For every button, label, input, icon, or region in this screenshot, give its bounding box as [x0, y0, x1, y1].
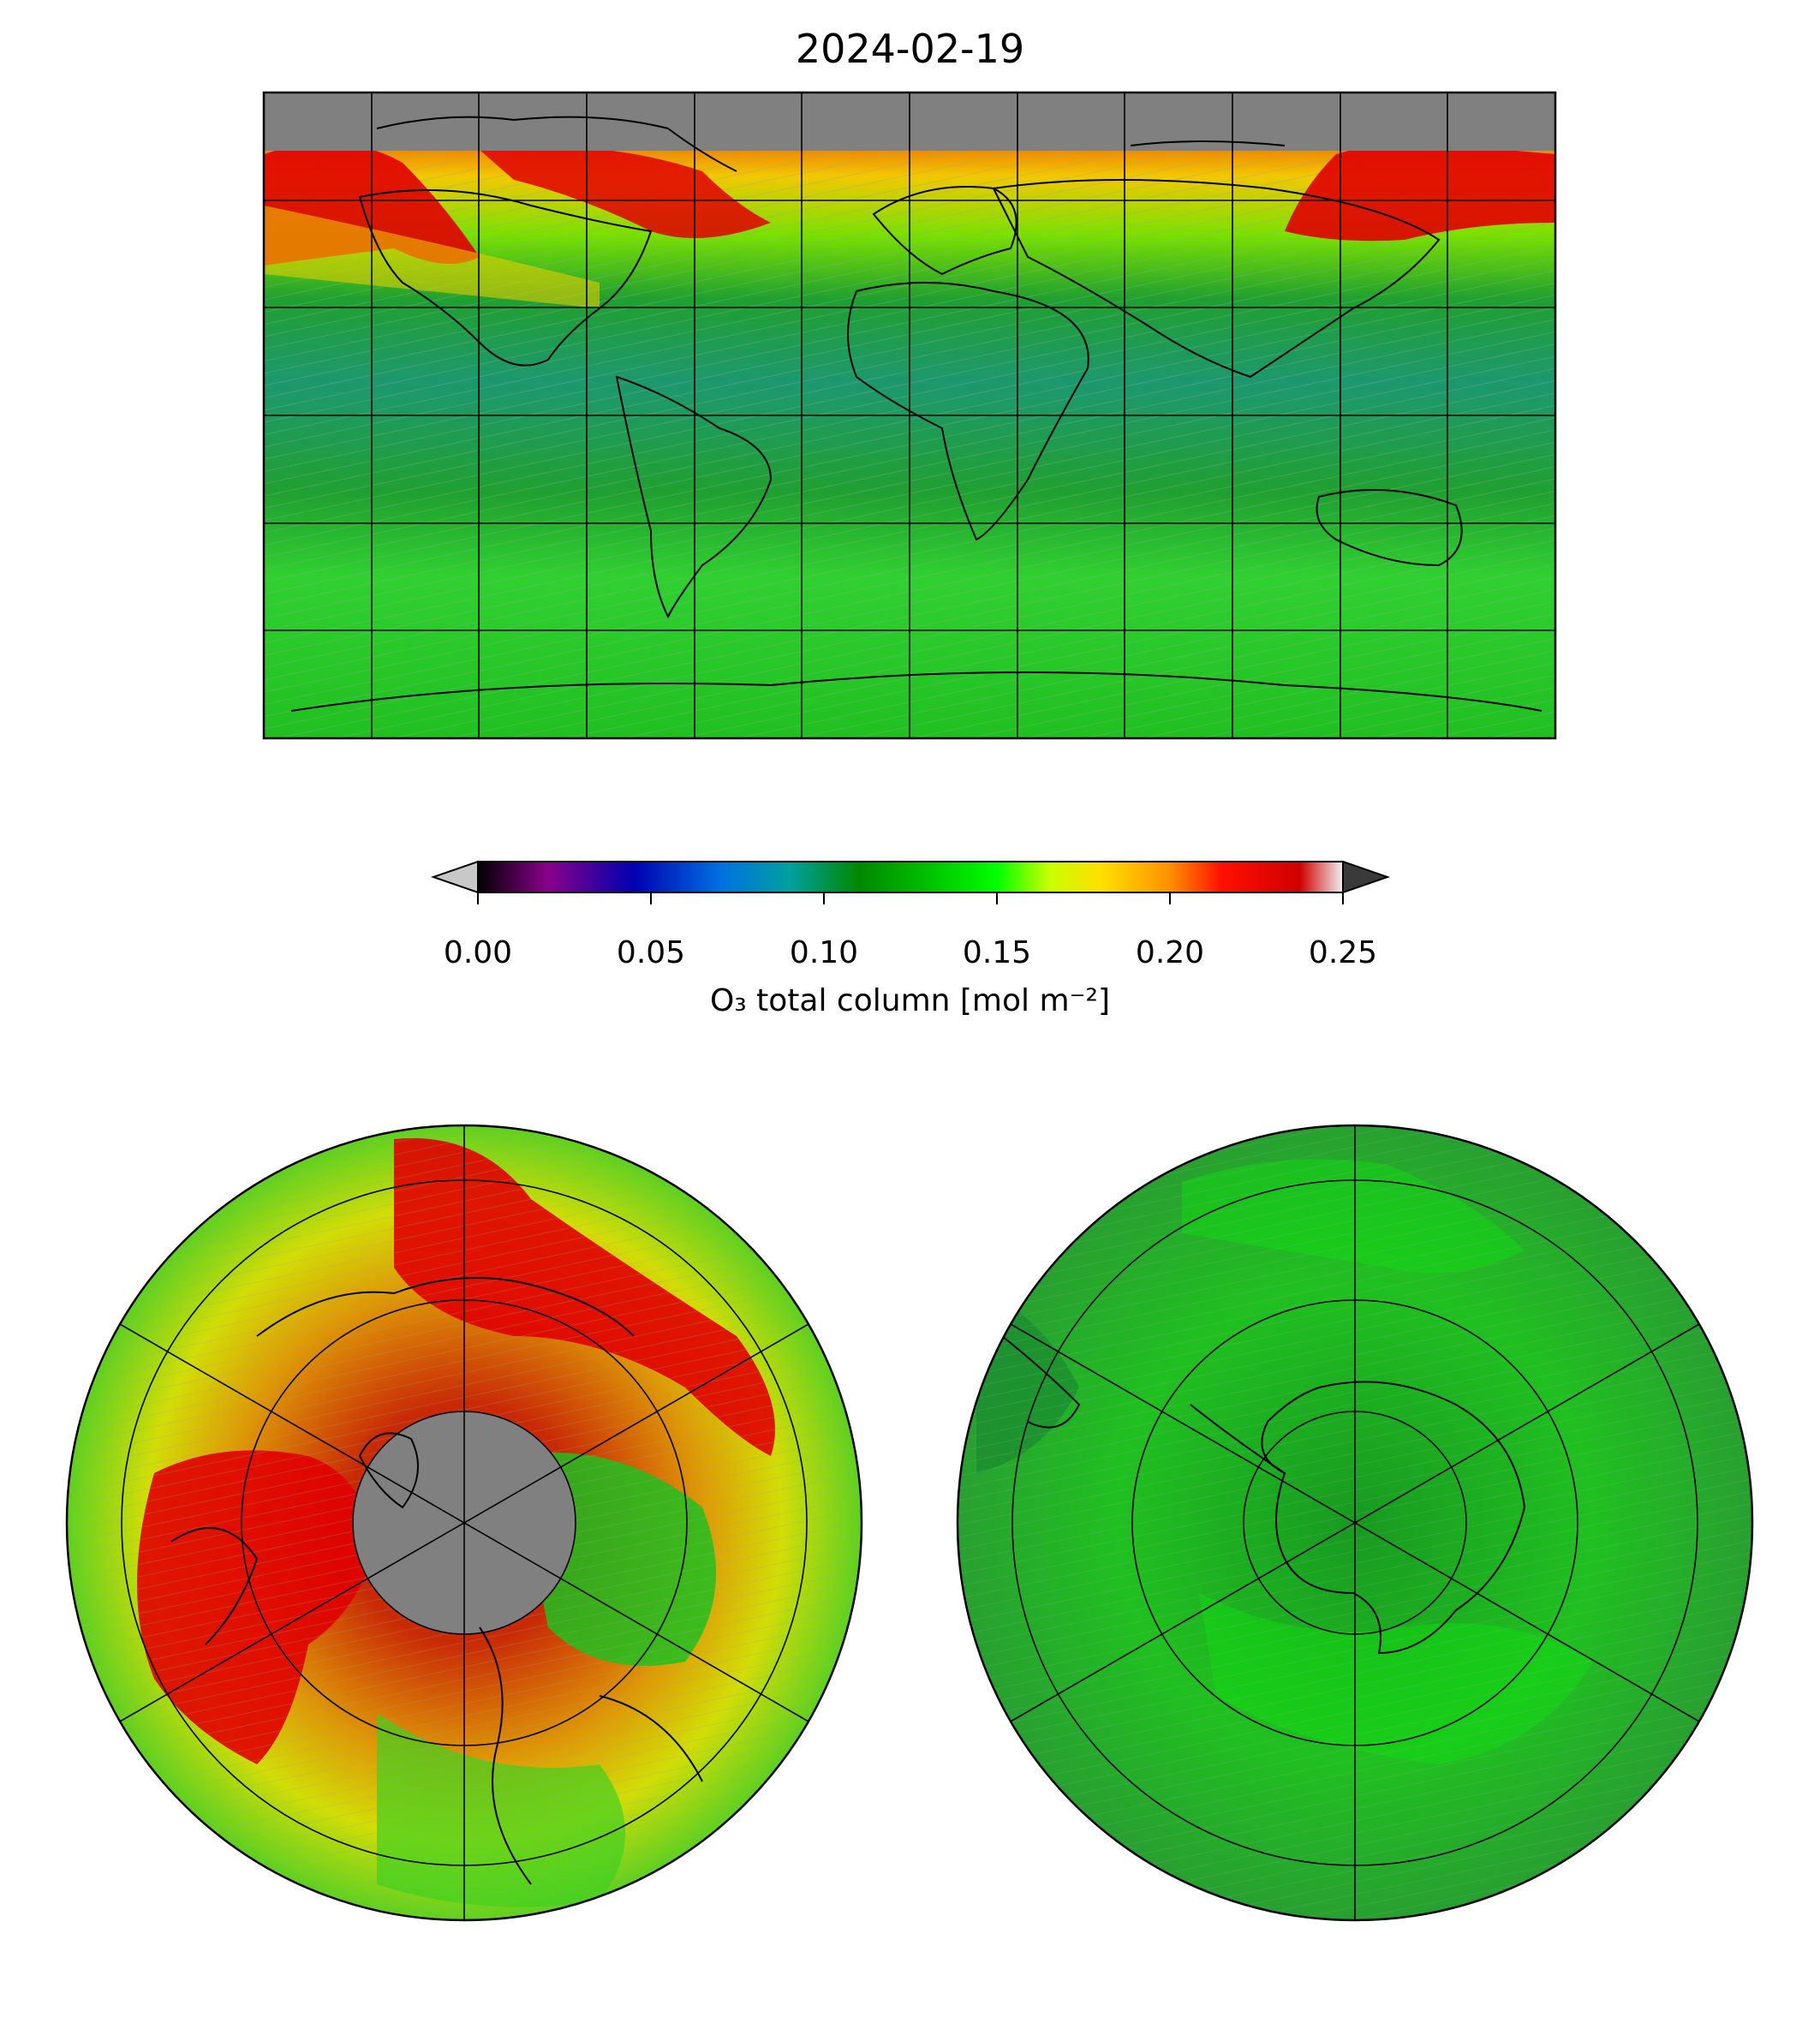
colorbar-tick-label: 0.25	[1308, 935, 1378, 970]
north-coastlines	[170, 1277, 703, 1885]
colorbar-under-arrow	[430, 860, 479, 894]
colorbar-tick-label: 0.00	[443, 935, 513, 970]
colorbar-tick-label: 0.10	[789, 935, 859, 970]
figure-title: 2024-02-19	[795, 26, 1025, 72]
colorbar-tick-label: 0.15	[962, 935, 1032, 970]
colorbar-over-arrow	[1342, 860, 1391, 894]
north-graticule	[119, 1125, 809, 1920]
colorbar-tick-label: 0.05	[616, 935, 686, 970]
coastlines	[290, 116, 1543, 712]
colorbar-tick-label: 0.20	[1135, 935, 1205, 970]
high-ozone-lobe-canada	[480, 146, 771, 238]
south-polar-frame	[956, 1124, 1754, 1922]
global-map-frame	[262, 91, 1557, 740]
south-polar-panel	[956, 1124, 1754, 1922]
graticule-lines	[264, 92, 1555, 738]
south-graticule	[1010, 1125, 1700, 1920]
colorbar-ticks	[477, 892, 1344, 904]
north-polar-frame	[65, 1124, 863, 1922]
colorbar	[430, 860, 1391, 904]
high-ozone-lobe-siberia	[1285, 140, 1555, 242]
north-polar-panel	[65, 1124, 863, 1922]
colorbar-gradient	[478, 862, 1343, 892]
colorbar-label: O₃ total column [mol m⁻²]	[709, 983, 1111, 1018]
global-map-panel	[262, 91, 1557, 740]
